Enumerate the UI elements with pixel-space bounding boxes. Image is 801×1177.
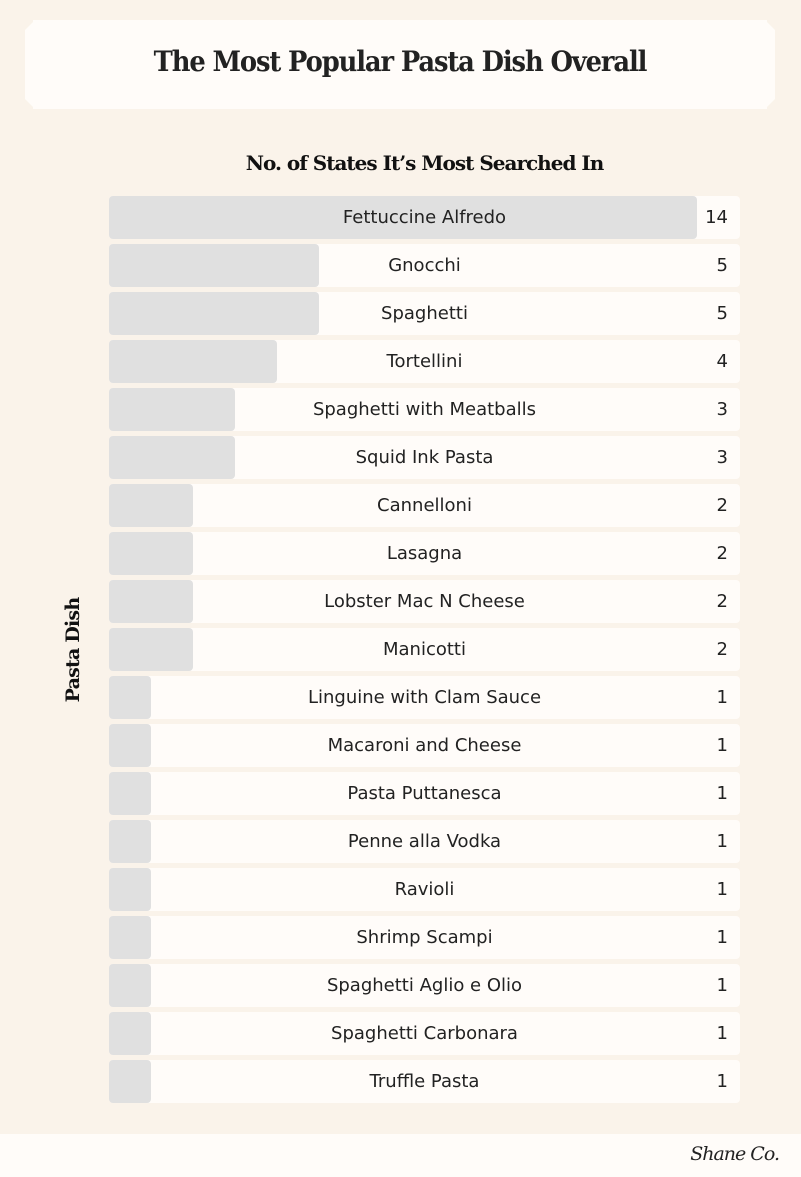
bar: [109, 724, 151, 767]
category-label: Fettuccine Alfredo: [342, 207, 507, 228]
value-label: 5: [716, 255, 728, 276]
bar: [109, 868, 151, 911]
value-label: 3: [716, 447, 728, 468]
bar: [109, 580, 193, 623]
bar-row: Gnocchi 5: [109, 244, 740, 287]
value-label: 1: [716, 687, 728, 708]
bar-row: Pasta Puttanesca 1: [109, 772, 740, 815]
category-label: Linguine with Clam Sauce: [307, 687, 542, 708]
bar-row: Tortellini 4: [109, 340, 740, 383]
category-label: Spaghetti Aglio e Olio: [326, 975, 523, 996]
bar-row: Spaghetti with Meatballs 3: [109, 388, 740, 431]
value-label: 1: [716, 735, 728, 756]
category-label: Macaroni and Cheese: [327, 735, 522, 756]
bar: [109, 772, 151, 815]
bar-row: Fettuccine Alfredo 14: [109, 196, 740, 239]
bar: [109, 340, 277, 383]
value-label: 2: [716, 639, 728, 660]
category-label: Ravioli: [394, 879, 455, 900]
bar: [109, 436, 235, 479]
bar: [109, 964, 151, 1007]
value-label: 1: [716, 927, 728, 948]
category-label: Pasta Puttanesca: [347, 783, 502, 804]
category-label: Tortellini: [386, 351, 463, 372]
bar-row: Truffle Pasta 1: [109, 1060, 740, 1103]
category-label: Lobster Mac N Cheese: [324, 591, 525, 612]
category-label: Spaghetti: [381, 303, 468, 324]
category-label: Penne alla Vodka: [347, 831, 502, 852]
bar: [109, 820, 151, 863]
shane-co-logo: Shane Co.: [690, 1143, 780, 1165]
value-label: 1: [716, 1023, 728, 1044]
bar: [109, 292, 319, 335]
value-label: 3: [716, 399, 728, 420]
value-label: 1: [716, 879, 728, 900]
bar-row: Cannelloni 2: [109, 484, 740, 527]
x-axis-label: No. of States It’s Most Searched In: [245, 151, 605, 175]
bar: [109, 676, 151, 719]
value-label: 1: [716, 1071, 728, 1092]
value-label: 1: [716, 975, 728, 996]
category-label: Lasagna: [386, 543, 463, 564]
category-label: Squid Ink Pasta: [355, 447, 494, 468]
value-label: 5: [716, 303, 728, 324]
category-label: Spaghetti Carbonara: [331, 1023, 518, 1044]
bar: [109, 1060, 151, 1103]
bar-row: Lasagna 2: [109, 532, 740, 575]
bar: [109, 1012, 151, 1055]
bar: [109, 916, 151, 959]
bar: [109, 628, 193, 671]
bar-row: Spaghetti 5: [109, 292, 740, 335]
value-label: 14: [705, 207, 728, 228]
bar-row: Squid Ink Pasta 3: [109, 436, 740, 479]
bar: [109, 532, 193, 575]
value-label: 2: [716, 591, 728, 612]
category-label: Gnocchi: [388, 255, 461, 276]
value-label: 2: [716, 543, 728, 564]
value-label: 1: [716, 831, 728, 852]
chart-title: The Most Popular Pasta Dish Overall: [153, 45, 648, 78]
value-label: 2: [716, 495, 728, 516]
bar-row: Shrimp Scampi 1: [109, 916, 740, 959]
bar: [109, 388, 235, 431]
bar-row: Ravioli 1: [109, 868, 740, 911]
bar-row: Penne alla Vodka 1: [109, 820, 740, 863]
category-label: Shrimp Scampi: [356, 927, 493, 948]
bar-row: Lobster Mac N Cheese 2: [109, 580, 740, 623]
footer: Shane Co.: [0, 1134, 801, 1177]
bar-row: Macaroni and Cheese 1: [109, 724, 740, 767]
category-label: Truffle Pasta: [369, 1071, 480, 1092]
bar: [109, 244, 319, 287]
value-label: 1: [716, 783, 728, 804]
bar-row: Spaghetti Carbonara 1: [109, 1012, 740, 1055]
bar-row: Manicotti 2: [109, 628, 740, 671]
value-label: 4: [716, 351, 728, 372]
bar: [109, 484, 193, 527]
bar-row: Spaghetti Aglio e Olio 1: [109, 964, 740, 1007]
category-label: Spaghetti with Meatballs: [312, 399, 537, 420]
bar: [109, 196, 697, 239]
category-label: Manicotti: [383, 639, 466, 660]
title-banner: The Most Popular Pasta Dish Overall: [25, 20, 775, 109]
category-label: Cannelloni: [377, 495, 472, 516]
y-axis-label: Pasta Dish: [62, 597, 84, 703]
bar-row: Linguine with Clam Sauce 1: [109, 676, 740, 719]
